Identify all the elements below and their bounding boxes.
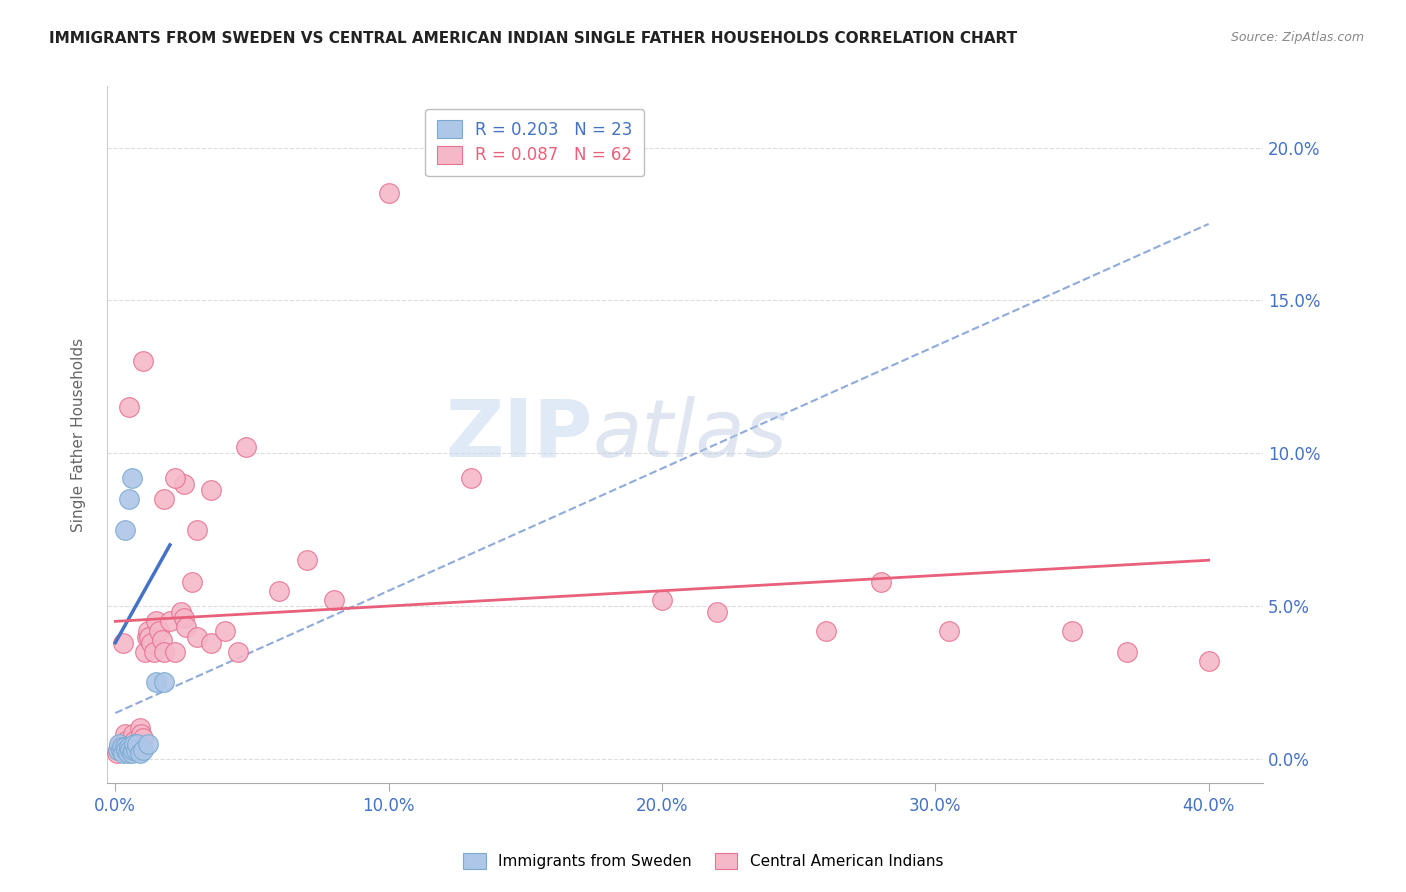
Text: Source: ZipAtlas.com: Source: ZipAtlas.com: [1230, 31, 1364, 45]
Point: [938, 624, 960, 638]
Point: [135, 630, 157, 644]
Point: [121, 739, 143, 754]
Point: [153, 645, 176, 659]
Point: [295, 553, 318, 567]
Point: [112, 737, 135, 751]
Point: [121, 746, 143, 760]
Point: [115, 733, 138, 747]
Point: [706, 605, 728, 619]
Point: [117, 746, 139, 760]
Point: [122, 727, 145, 741]
Point: [377, 186, 399, 201]
Point: [136, 737, 159, 751]
Point: [214, 624, 236, 638]
Point: [111, 739, 134, 754]
Point: [108, 739, 131, 754]
Point: [165, 470, 187, 484]
Point: [153, 491, 176, 506]
Point: [651, 593, 673, 607]
Text: ZIP: ZIP: [446, 396, 593, 474]
Point: [125, 743, 148, 757]
Point: [1198, 654, 1220, 668]
Point: [129, 727, 152, 741]
Point: [114, 523, 136, 537]
Point: [112, 746, 135, 760]
Point: [127, 737, 149, 751]
Point: [136, 624, 159, 638]
Point: [131, 354, 153, 368]
Point: [128, 722, 150, 736]
Point: [110, 743, 132, 757]
Point: [112, 636, 135, 650]
Point: [186, 630, 208, 644]
Point: [114, 739, 136, 754]
Point: [115, 743, 138, 757]
Point: [138, 630, 160, 644]
Point: [200, 483, 222, 497]
Point: [121, 470, 143, 484]
Point: [105, 746, 128, 760]
Point: [118, 401, 141, 415]
Legend: Immigrants from Sweden, Central American Indians: Immigrants from Sweden, Central American…: [457, 847, 949, 875]
Point: [173, 611, 195, 625]
Point: [173, 476, 195, 491]
Point: [139, 636, 162, 650]
Point: [125, 737, 148, 751]
Point: [118, 491, 141, 506]
Text: IMMIGRANTS FROM SWEDEN VS CENTRAL AMERICAN INDIAN SINGLE FATHER HOUSEHOLDS CORRE: IMMIGRANTS FROM SWEDEN VS CENTRAL AMERIC…: [49, 31, 1018, 46]
Point: [124, 733, 146, 747]
Y-axis label: Single Father Households: Single Father Households: [72, 338, 86, 532]
Point: [814, 624, 837, 638]
Text: atlas: atlas: [593, 396, 787, 474]
Point: [114, 727, 136, 741]
Point: [226, 645, 249, 659]
Point: [117, 739, 139, 754]
Point: [869, 574, 891, 589]
Point: [186, 523, 208, 537]
Point: [150, 632, 173, 647]
Point: [170, 605, 193, 619]
Point: [200, 636, 222, 650]
Point: [176, 620, 198, 634]
Point: [148, 624, 170, 638]
Point: [145, 615, 167, 629]
Point: [1115, 645, 1137, 659]
Point: [118, 743, 141, 757]
Point: [128, 746, 150, 760]
Point: [323, 593, 346, 607]
Point: [153, 675, 176, 690]
Point: [180, 574, 202, 589]
Point: [131, 743, 153, 757]
Point: [120, 737, 142, 751]
Point: [124, 737, 146, 751]
Point: [107, 743, 129, 757]
Point: [460, 470, 482, 484]
Point: [134, 645, 156, 659]
Point: [127, 739, 149, 754]
Point: [165, 645, 187, 659]
Point: [142, 645, 165, 659]
Point: [110, 737, 132, 751]
Point: [145, 675, 167, 690]
Point: [128, 743, 150, 757]
Point: [159, 615, 181, 629]
Point: [118, 739, 141, 754]
Point: [1060, 624, 1083, 638]
Point: [107, 743, 129, 757]
Point: [111, 743, 134, 757]
Point: [108, 737, 131, 751]
Point: [120, 743, 142, 757]
Point: [269, 583, 291, 598]
Legend: R = 0.203   N = 23, R = 0.087   N = 62: R = 0.203 N = 23, R = 0.087 N = 62: [426, 109, 644, 176]
Point: [235, 440, 257, 454]
Point: [131, 731, 153, 745]
Point: [122, 743, 145, 757]
